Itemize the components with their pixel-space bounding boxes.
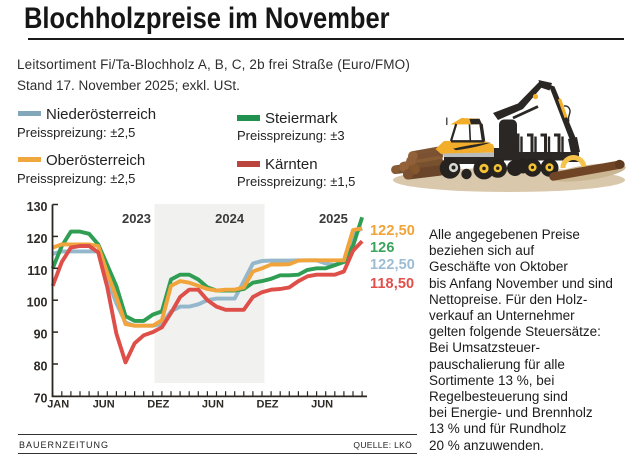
svg-text:110: 110	[27, 264, 47, 278]
svg-text:2023: 2023	[122, 211, 151, 226]
svg-text:100: 100	[27, 296, 48, 310]
svg-text:DEZ: DEZ	[257, 398, 279, 410]
svg-text:90: 90	[34, 328, 48, 342]
svg-text:2025: 2025	[319, 211, 348, 226]
svg-text:JUN: JUN	[202, 398, 224, 410]
svg-text:JUN: JUN	[311, 398, 333, 410]
svg-text:2024: 2024	[215, 211, 245, 226]
svg-text:JAN: JAN	[47, 398, 69, 410]
svg-text:130: 130	[27, 200, 48, 214]
svg-text:JUN: JUN	[93, 398, 115, 410]
svg-text:70: 70	[34, 391, 48, 405]
svg-text:80: 80	[34, 360, 48, 374]
svg-text:120: 120	[27, 232, 48, 246]
svg-text:DEZ: DEZ	[147, 398, 169, 410]
